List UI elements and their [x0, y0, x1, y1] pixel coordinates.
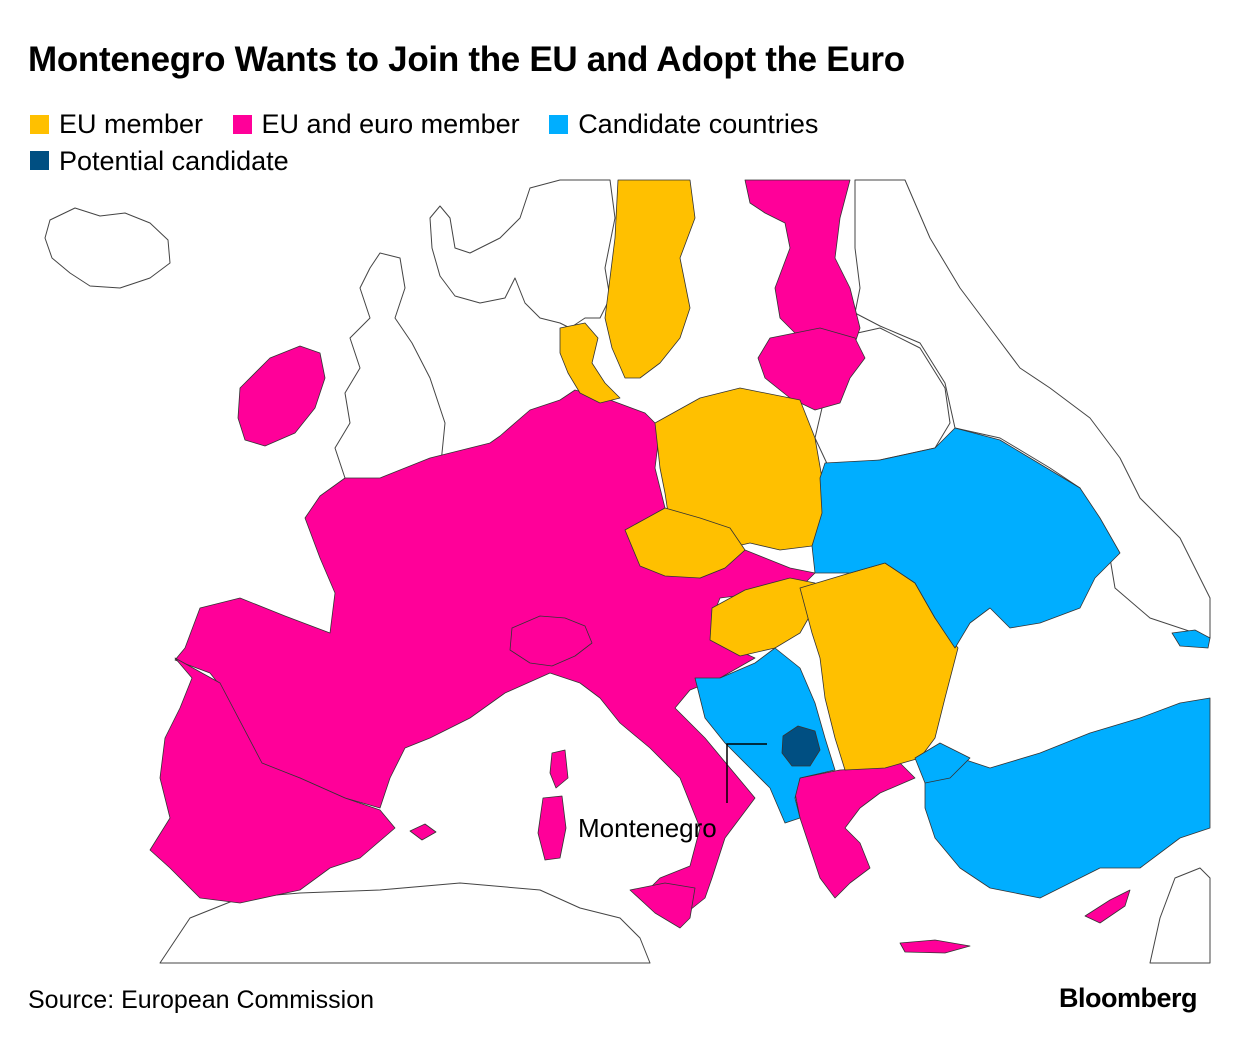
- country-czechia: [624, 507, 746, 579]
- country-sardinia: [537, 795, 567, 861]
- country-sicily: [629, 882, 696, 929]
- legend-label: EU member: [59, 109, 204, 139]
- russia-outline: [854, 179, 1211, 639]
- country-baltics: [757, 327, 866, 411]
- legend-label: Potential candidate: [59, 145, 289, 176]
- country-crete: [899, 939, 971, 954]
- legend: EU member EU and euro member Candidate c…: [30, 106, 930, 179]
- legend-item-candidate: Candidate countries: [549, 106, 818, 142]
- bloomberg-logo: Bloomberg: [1058, 983, 1198, 1013]
- country-ukraine-moldova: [811, 427, 1121, 649]
- country-turkey-thrace: [914, 742, 971, 784]
- country-ireland: [237, 345, 326, 447]
- legend-item-eu-euro-member: EU and euro member: [232, 106, 520, 142]
- legend-item-potential-candidate: Potential candidate: [30, 143, 289, 179]
- iceland-outline: [44, 207, 171, 289]
- source-note: Source: European Commission: [28, 986, 374, 1014]
- country-finland: [744, 179, 861, 351]
- country-turkey: [924, 697, 1211, 899]
- country-cyprus: [1084, 889, 1131, 924]
- country-iberia: [149, 657, 396, 904]
- legend-label: Candidate countries: [578, 109, 819, 139]
- country-georgia: [1171, 629, 1211, 649]
- legend-swatch: [30, 151, 49, 170]
- country-western-balkans: [694, 647, 836, 824]
- levant-outline: [1149, 867, 1211, 964]
- country-greece: [794, 762, 916, 899]
- callout-leader-line: [726, 743, 767, 803]
- legend-swatch: [232, 114, 252, 134]
- country-denmark: [559, 322, 621, 404]
- country-kosovo: [781, 725, 821, 767]
- legend-swatch: [549, 114, 569, 134]
- chart-title: Montenegro Wants to Join the EU and Adop…: [28, 40, 905, 79]
- legend-label: EU and euro member: [261, 109, 520, 139]
- europe-map: Montenegro: [44, 179, 1211, 964]
- norway-outline: [429, 179, 616, 329]
- country-sweden: [604, 179, 696, 379]
- callout-montenegro-label: Montenegro: [578, 813, 717, 843]
- legend-swatch: [30, 114, 49, 134]
- legend-item-eu-member: EU member: [30, 106, 203, 142]
- country-malta: [409, 823, 437, 841]
- country-corsica: [549, 749, 569, 789]
